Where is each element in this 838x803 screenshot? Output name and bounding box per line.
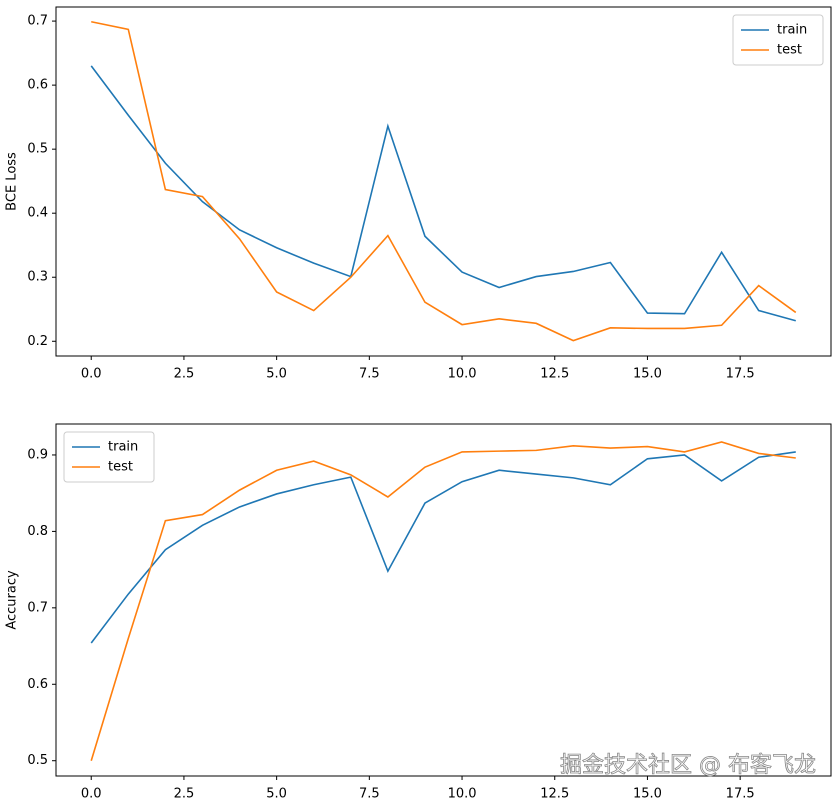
x-tick-label: 15.0 xyxy=(633,367,662,382)
y-tick-label: 0.5 xyxy=(27,142,48,157)
line-series xyxy=(90,441,796,761)
x-tick-label: 17.5 xyxy=(726,787,755,802)
x-tick-label: 2.5 xyxy=(174,367,195,382)
x-tick-label: 10.0 xyxy=(448,787,477,802)
legend-box xyxy=(732,14,824,66)
x-tick-label: 12.5 xyxy=(540,787,569,802)
line-series xyxy=(90,451,796,644)
y-tick-label: 0.2 xyxy=(27,334,48,349)
legend-label: test xyxy=(777,43,802,58)
x-tick-label: 0.0 xyxy=(81,787,102,802)
axes-frame xyxy=(55,423,832,777)
legend-label: train xyxy=(108,440,138,455)
x-tick-label: 17.5 xyxy=(726,367,755,382)
y-tick-label: 0.7 xyxy=(27,14,48,29)
y-tick-label: 0.6 xyxy=(27,677,48,692)
x-tick-label: 0.0 xyxy=(81,367,102,382)
x-tick-label: 15.0 xyxy=(633,787,662,802)
watermark: 掘金技术社区 @ 布客飞龙 xyxy=(560,753,816,778)
x-tick-label: 12.5 xyxy=(540,367,569,382)
x-tick-label: 10.0 xyxy=(448,367,477,382)
line-series xyxy=(90,65,796,322)
y-tick-label: 0.9 xyxy=(27,447,48,462)
y-axis-label: BCE Loss xyxy=(5,152,20,211)
x-tick-label: 5.0 xyxy=(266,367,287,382)
y-tick-label: 0.8 xyxy=(27,524,48,539)
legend-box xyxy=(63,431,155,483)
y-axis-label: Accuracy xyxy=(5,570,20,630)
y-tick-label: 0.7 xyxy=(27,600,48,615)
legend-label: train xyxy=(777,23,807,38)
y-tick-label: 0.3 xyxy=(27,270,48,285)
line-series xyxy=(91,20,797,342)
x-tick-label: 7.5 xyxy=(359,787,380,802)
x-tick-label: 2.5 xyxy=(174,787,195,802)
x-tick-label: 5.0 xyxy=(266,787,287,802)
y-tick-label: 0.6 xyxy=(27,78,48,93)
x-tick-label: 7.5 xyxy=(359,367,380,382)
y-tick-label: 0.4 xyxy=(27,206,48,221)
legend-label: test xyxy=(108,460,133,475)
y-tick-label: 0.5 xyxy=(27,753,48,768)
axes-frame xyxy=(55,6,832,357)
